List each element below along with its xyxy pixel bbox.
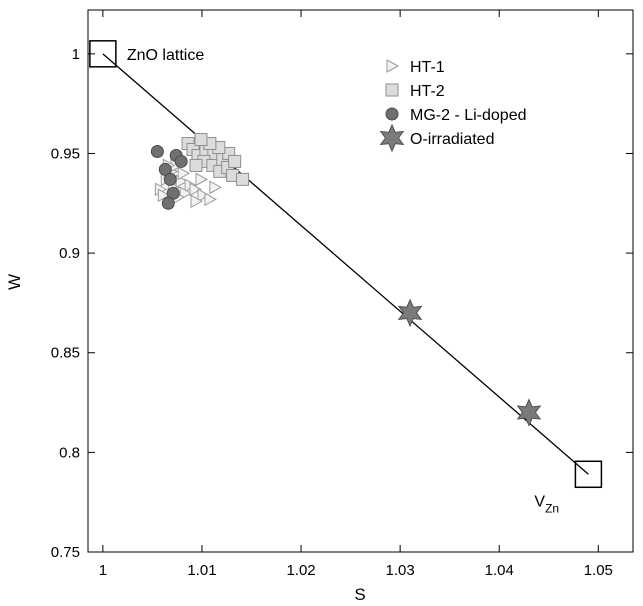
point-ht-1 — [189, 182, 203, 197]
data-points — [150, 133, 542, 427]
annotation-square — [89, 40, 117, 68]
x-axis-label: S — [354, 585, 365, 604]
x-tick-label: 1 — [99, 562, 107, 579]
point-mg-2-li-doped — [174, 154, 188, 168]
x-tick-label: 1.05 — [584, 562, 613, 579]
point-ht-1 — [177, 166, 191, 181]
x-tick-label: 1.01 — [187, 562, 216, 579]
legend-marker — [379, 123, 405, 153]
point-ht-1 — [204, 192, 217, 207]
y-tick-label: 0.8 — [59, 444, 80, 461]
point-ht-1 — [190, 194, 204, 209]
y-tick-label: 0.95 — [51, 145, 80, 162]
point-ht-1 — [157, 188, 171, 203]
reference-line — [102, 53, 589, 475]
point-mg-2-li-doped — [161, 196, 175, 210]
point-mg-2-li-doped — [150, 144, 164, 158]
point-ht-2 — [189, 158, 203, 172]
legend-marker — [386, 59, 400, 73]
point-ht-2 — [228, 154, 242, 168]
point-o-irradiated — [516, 398, 542, 427]
point-mg-2-li-doped — [163, 172, 177, 186]
y-tick-label: 0.9 — [59, 245, 80, 262]
legend-label: MG-2 - Li-doped — [410, 107, 527, 124]
point-ht-1 — [195, 172, 209, 187]
y-axis-label: W — [5, 274, 24, 290]
legend-marker — [385, 83, 399, 97]
tick-labels: 1 1.01 1.02 1.03 1.04 1.05 0.75 0.8 0.85 0.9 0.95 1 — [51, 46, 613, 579]
point-ht-2 — [194, 133, 208, 147]
point-ht-1 — [209, 180, 222, 195]
legend-label: O-irradiated — [410, 131, 494, 148]
x-tick-label: 1.03 — [386, 562, 415, 579]
x-tick-label: 1.02 — [286, 562, 315, 579]
annotation-label: VZn — [534, 493, 559, 515]
legend-label: HT-2 — [410, 83, 445, 100]
y-tick-label: 1 — [72, 46, 80, 63]
axis-ticks — [88, 10, 633, 553]
legend: HT-1 HT-2 MG-2 - Li-doped O-irradiated — [379, 59, 527, 153]
x-tick-label: 1.04 — [485, 562, 514, 579]
point-o-irradiated — [397, 298, 423, 328]
y-tick-label: 0.85 — [51, 345, 80, 362]
point-ht-1 — [197, 188, 210, 203]
plot-area — [87, 9, 634, 553]
legend-label: HT-1 — [410, 59, 445, 76]
annotation-label: ZnO lattice — [127, 47, 204, 64]
annotation-square — [574, 460, 603, 489]
point-ht-2 — [236, 172, 250, 186]
y-tick-label: 0.75 — [51, 544, 80, 561]
annotations: ZnO lattice VZn — [89, 40, 603, 515]
legend-marker — [385, 107, 399, 121]
